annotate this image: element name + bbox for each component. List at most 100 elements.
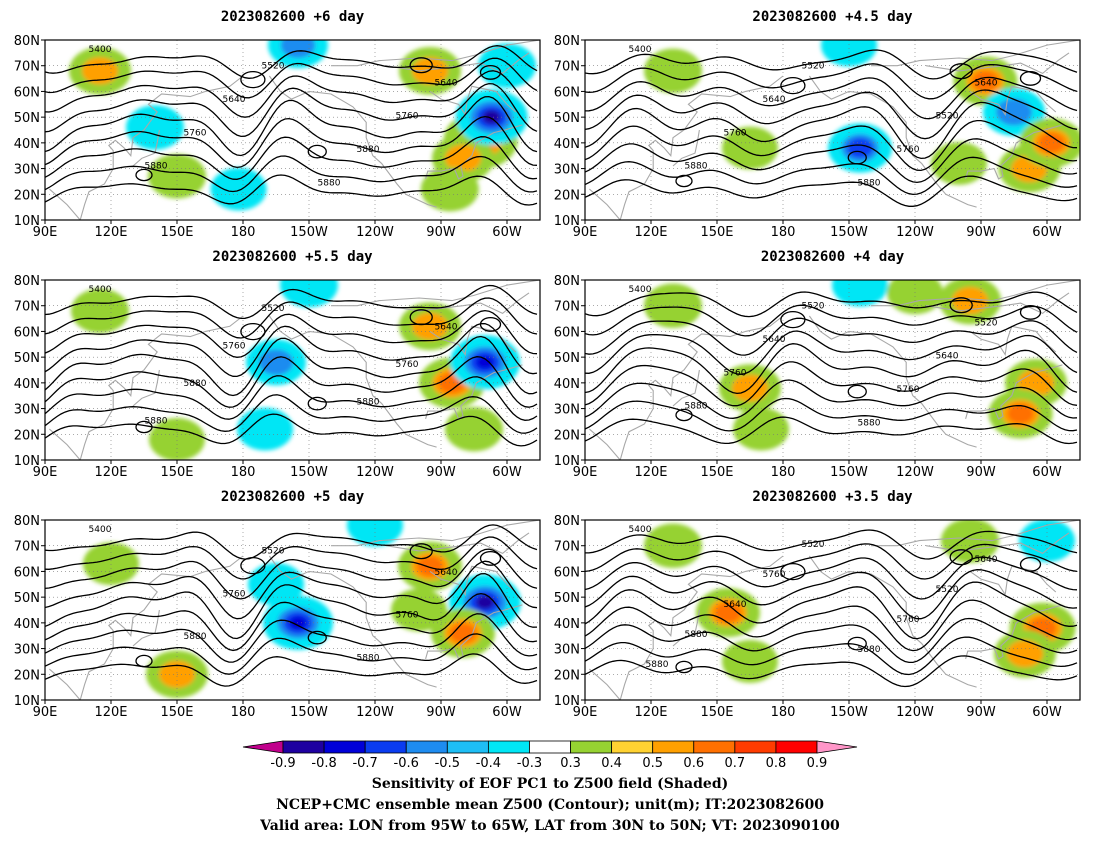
latitude-tick-label: 50N bbox=[554, 591, 580, 606]
contour-value-label: 5520 bbox=[802, 302, 825, 312]
z500-closed-contour bbox=[135, 420, 153, 434]
z500-contour-line bbox=[45, 613, 538, 663]
contour-value-label: 5520 bbox=[936, 585, 959, 595]
latitude-tick-label: 10N bbox=[14, 694, 40, 709]
longitude-tick-label: 120W bbox=[356, 465, 394, 480]
sensitivity-blob bbox=[412, 312, 448, 340]
contour-value-label: 5640 bbox=[975, 78, 998, 88]
z500-closed-contour bbox=[1019, 304, 1042, 320]
latitude-tick-label: 70N bbox=[554, 300, 580, 315]
map-frame bbox=[584, 279, 1081, 461]
longitude-tick-label: 150E bbox=[700, 225, 733, 240]
panel-title: 2023082600 +5 day bbox=[221, 489, 365, 505]
z500-closed-contour bbox=[479, 550, 502, 566]
z500-contour-line bbox=[585, 636, 1078, 676]
contour-value-label: 5400 bbox=[629, 45, 652, 55]
contour-value-label: 5400 bbox=[89, 45, 112, 55]
panel-title: 2023082600 +3.5 day bbox=[752, 489, 913, 505]
lat-lon-grid bbox=[585, 280, 1080, 460]
contour-value-label: 5880 bbox=[318, 178, 341, 188]
z500-contour-line bbox=[45, 45, 538, 79]
z500-contour-line bbox=[585, 138, 1078, 184]
figure-caption-line-2: NCEP+CMC ensemble mean Z500 (Contour); u… bbox=[276, 797, 824, 813]
latitude-tick-label: 10N bbox=[554, 694, 580, 709]
longitude-tick-label: 90W bbox=[966, 705, 996, 720]
z500-contours: 5400 5520 5520 5640 5640 5760 5760 5880 5880 bbox=[585, 285, 1078, 445]
colorbar-tick-label: -0.7 bbox=[352, 756, 377, 771]
map-panel: 5400 5520 5640 5760 5760 5880 5880 2023082600 +… bbox=[14, 489, 541, 720]
longitude-tick-label: 120E bbox=[94, 705, 127, 720]
z500-contour-line bbox=[585, 175, 1078, 207]
z500-closed-contour bbox=[307, 396, 327, 411]
contour-value-label: 5520 bbox=[262, 62, 285, 72]
contour-value-label: 5880 bbox=[685, 162, 708, 172]
colorbar-tick-label: 0.4 bbox=[601, 756, 622, 771]
contour-value-label: 5520 bbox=[262, 304, 285, 314]
contour-value-label: 5640 bbox=[724, 600, 747, 610]
latitude-tick-label: 40N bbox=[14, 617, 40, 632]
z500-contour-line bbox=[585, 76, 1078, 120]
coastline bbox=[589, 40, 1080, 220]
z500-closed-contour bbox=[675, 408, 693, 422]
z500-contour-line bbox=[45, 653, 538, 687]
sensitivity-blob bbox=[733, 407, 789, 451]
z500-closed-contour bbox=[780, 310, 806, 329]
latitude-tick-label: 20N bbox=[554, 188, 580, 203]
longitude-tick-label: 60W bbox=[492, 225, 522, 240]
longitude-tick-label: 90E bbox=[573, 225, 598, 240]
contour-value-label: 5880 bbox=[685, 630, 708, 640]
sensitivity-blob bbox=[258, 349, 294, 376]
map-frame bbox=[584, 39, 1081, 221]
latitude-tick-label: 20N bbox=[14, 188, 40, 203]
colorbar-tick-label: -0.6 bbox=[394, 756, 419, 771]
map-panel: 5400 5520 5640 5760 5520 5640 5760 5880 5880 5880… bbox=[554, 489, 1081, 720]
sensitivity-blob bbox=[722, 126, 778, 170]
contour-value-label: 5640 bbox=[435, 323, 458, 333]
longitude-tick-label: 120W bbox=[356, 705, 394, 720]
z500-contours: 5400 5520 5640 5640 5760 5760 5880 5880 5880 bbox=[45, 45, 538, 206]
z500-contour-line bbox=[45, 536, 538, 580]
z500-contour-line bbox=[585, 63, 1078, 100]
z500-contour-line bbox=[585, 556, 1078, 600]
colorbar-tick-label: -0.4 bbox=[476, 756, 501, 771]
sensitivity-blob bbox=[445, 144, 481, 172]
z500-contour-line bbox=[45, 413, 538, 447]
latitude-tick-label: 60N bbox=[14, 85, 40, 100]
z500-closed-contour bbox=[847, 636, 867, 651]
z500-contour-line bbox=[585, 397, 1078, 432]
longitude-tick-label: 150E bbox=[160, 225, 193, 240]
colorbar-low-arrow bbox=[242, 740, 284, 754]
longitude-tick-label: 180 bbox=[231, 225, 256, 240]
contour-value-label: 5640 bbox=[936, 352, 959, 362]
longitude-tick-label: 90E bbox=[33, 705, 58, 720]
latitude-tick-label: 50N bbox=[14, 591, 40, 606]
colorbar-swatch bbox=[529, 740, 571, 754]
contour-value-label: 5760 bbox=[897, 615, 920, 625]
map-frame bbox=[584, 519, 1081, 701]
contour-value-label: 5760 bbox=[396, 360, 419, 370]
z500-closed-contour bbox=[949, 63, 973, 80]
longitude-tick-label: 120W bbox=[356, 225, 394, 240]
z500-contour-line bbox=[45, 356, 538, 408]
lat-lon-grid bbox=[45, 40, 540, 220]
z500-contours: 5400 5520 5640 5760 5760 5880 5880 bbox=[45, 524, 538, 687]
z500-contour-line bbox=[585, 599, 1078, 652]
longitude-tick-label: 150W bbox=[290, 225, 328, 240]
colorbar-tick-label: 0.3 bbox=[560, 756, 581, 771]
z500-contour-line bbox=[45, 115, 538, 169]
colorbar-tick-label: 0.6 bbox=[683, 756, 704, 771]
latitude-tick-label: 60N bbox=[14, 565, 40, 580]
latitude-tick-label: 40N bbox=[14, 137, 40, 152]
sensitivity-blob bbox=[83, 542, 139, 586]
contour-value-label: 5760 bbox=[897, 385, 920, 395]
latitude-tick-label: 70N bbox=[554, 540, 580, 555]
z500-closed-contour bbox=[135, 168, 153, 182]
longitude-tick-label: 180 bbox=[231, 705, 256, 720]
z500-closed-contour bbox=[675, 660, 693, 674]
latitude-tick-label: 80N bbox=[14, 34, 40, 49]
contour-value-label: 5760 bbox=[396, 112, 419, 122]
z500-contour-line bbox=[585, 291, 1078, 318]
contour-value-label: 5760 bbox=[724, 128, 747, 138]
z500-closed-contour bbox=[847, 150, 867, 165]
